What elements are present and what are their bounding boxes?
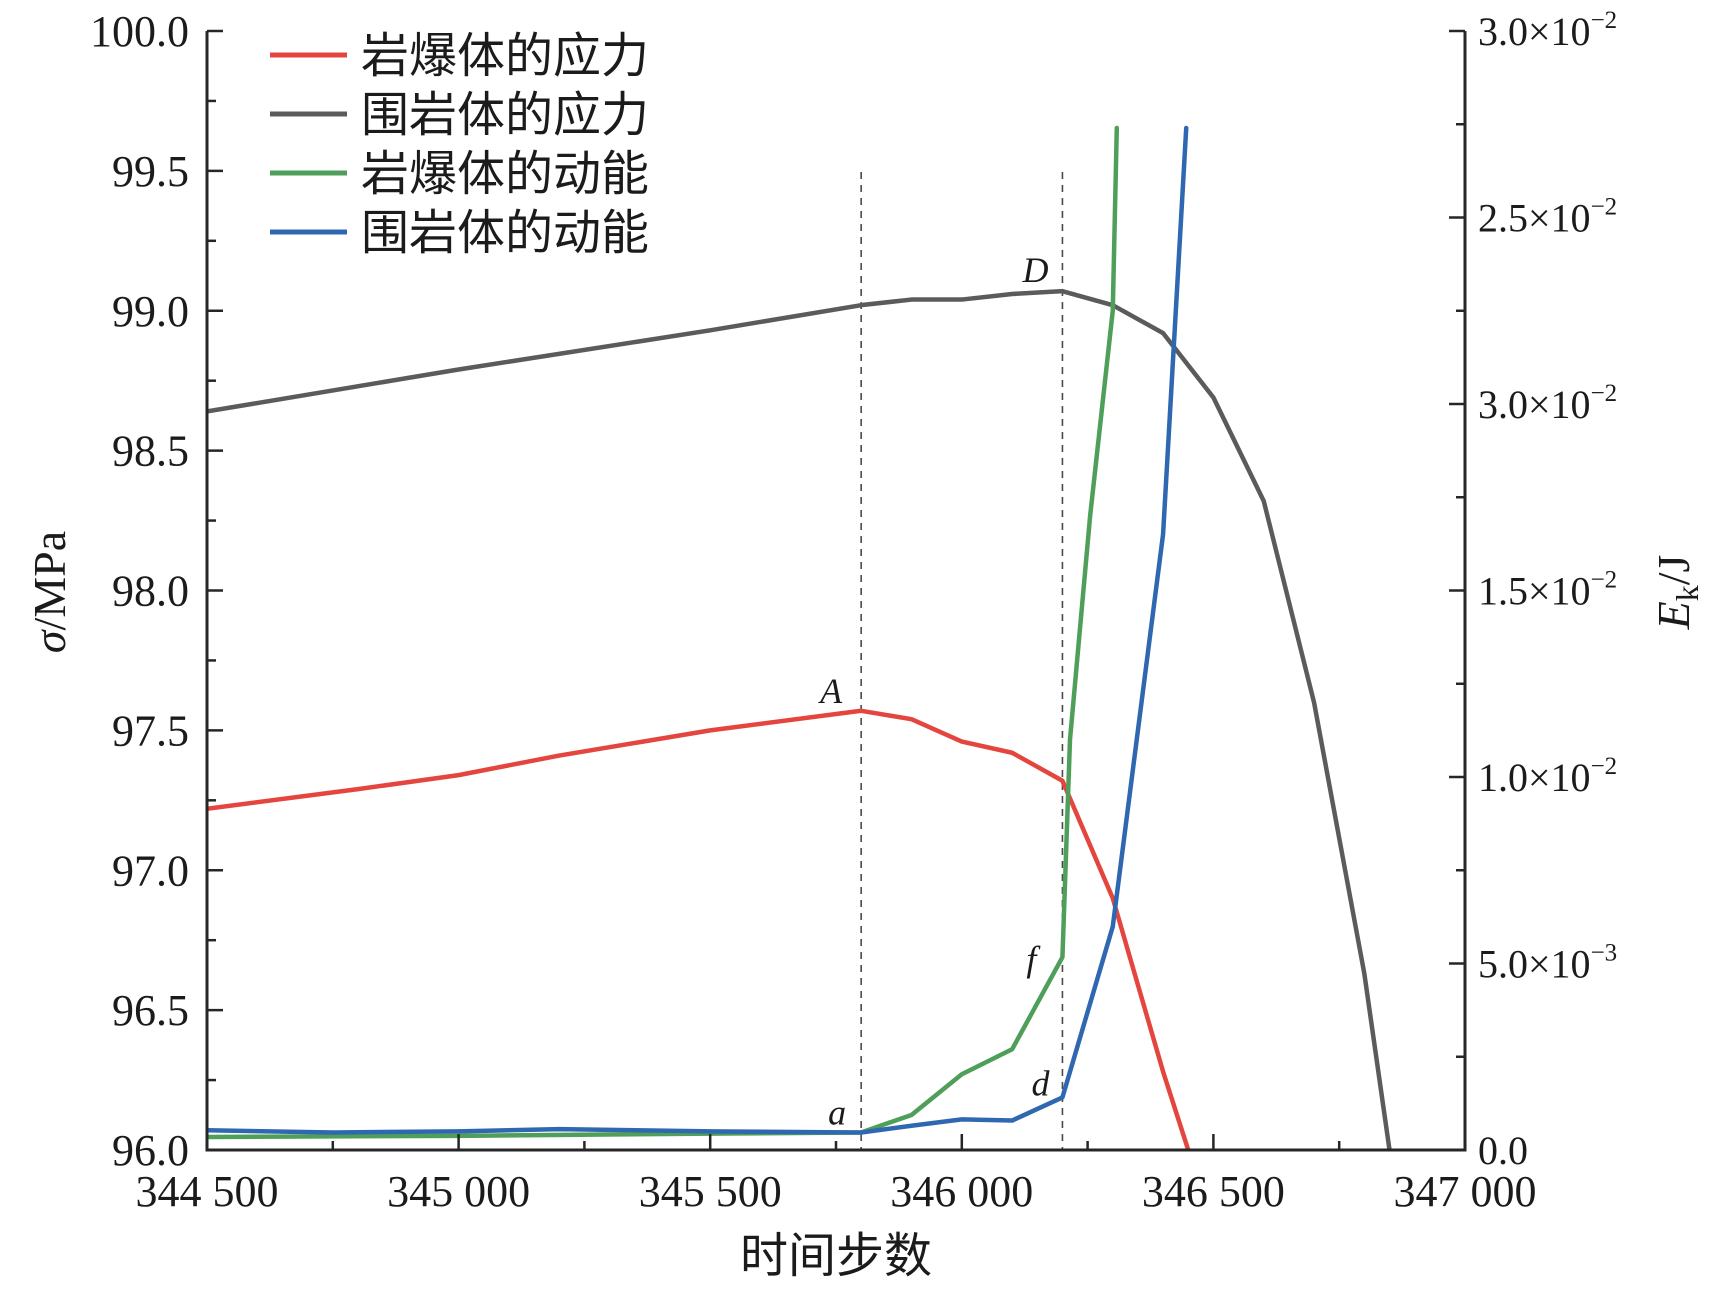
- y-right-tick-exponent: −2: [1591, 380, 1618, 407]
- x-tick-label: 345 500: [639, 1167, 782, 1216]
- y-right-tick-label: 1.5×10−2: [1478, 567, 1617, 614]
- y-axis-left-title: σ/MPa: [24, 531, 75, 653]
- rockburst-kinetic-energy-line: [207, 125, 1120, 1140]
- rockburst-stress-line: [207, 708, 1191, 1150]
- y-axis-right-ticks: 3.0×10−22.5×10−23.0×10−21.5×10−21.0×10−2…: [1449, 7, 1617, 1173]
- annotation-label: d: [1031, 1063, 1050, 1103]
- y-left-tick-label: 96.0: [112, 1126, 189, 1175]
- legend-item: 围岩体的应力: [270, 87, 649, 143]
- x-tick-label: 347 000: [1394, 1167, 1537, 1216]
- y-right-tick-exponent: −2: [1591, 194, 1618, 221]
- y-left-tick-label: 96.5: [112, 986, 189, 1035]
- y-right-tick-mantissa: 1.5×10: [1478, 569, 1591, 614]
- x-tick-label: 344 500: [136, 1167, 279, 1216]
- y-left-tick-label: 98.0: [112, 567, 189, 616]
- y-left-tick-label: 97.5: [112, 706, 189, 755]
- y-left-tick-label: 97.0: [112, 846, 189, 895]
- annotation-label: a: [828, 1092, 846, 1132]
- legend-item: 围岩体的动能: [270, 205, 649, 261]
- x-tick-label: 346 000: [890, 1167, 1033, 1216]
- reference-lines: [860, 172, 1064, 1150]
- y-left-tick-label: 99.0: [112, 287, 189, 336]
- legend-label: 围岩体的应力: [361, 87, 649, 143]
- y-right-tick-exponent: −3: [1591, 940, 1618, 967]
- y-right-tick-mantissa: 5.0×10: [1478, 942, 1591, 987]
- y-left-tick-label: 98.5: [112, 427, 189, 476]
- y-right-tick-label: 3.0×10−2: [1478, 7, 1617, 54]
- plot-series: [207, 125, 1392, 1150]
- y-axis-left-unit: /MPa: [24, 531, 75, 631]
- point-annotations: A Da d f: [818, 250, 1050, 1132]
- legend-label: 岩爆体的应力: [361, 28, 649, 84]
- annotation-label: A: [818, 671, 843, 711]
- y-right-tick-label: 0.0: [1478, 1128, 1528, 1173]
- y-axis-left-symbol: σ: [24, 628, 75, 653]
- y-axis-right-unit: /J: [1648, 555, 1699, 586]
- legend-label: 围岩体的动能: [361, 205, 649, 261]
- y-right-tick-label: 2.5×10−2: [1478, 194, 1617, 241]
- annotation-label: f: [1026, 939, 1041, 979]
- legend-label: 岩爆体的动能: [361, 146, 649, 202]
- y-right-tick-mantissa: 0.0: [1478, 1128, 1528, 1173]
- y-right-tick-label: 5.0×10−3: [1478, 940, 1617, 987]
- y-axis-left-ticks: 100.0 99.5 99.0 98.5 98.0 97.5 97.0 96.5 96.0: [90, 7, 223, 1175]
- annotation-label: D: [1021, 250, 1048, 290]
- x-axis-title: 时间步数: [740, 1228, 932, 1284]
- y-left-tick-label: 99.5: [112, 147, 189, 196]
- y-right-tick-mantissa: 1.0×10: [1478, 755, 1591, 800]
- x-tick-label: 346 500: [1142, 1167, 1285, 1216]
- y-axis-right-symbol: E: [1648, 601, 1699, 630]
- y-right-tick-label: 3.0×10−2: [1478, 380, 1617, 427]
- legend-item: 岩爆体的动能: [270, 146, 649, 202]
- x-axis-ticks: 344 500 345 000 345 500 346 000 346 500 347 0…: [136, 1134, 1537, 1216]
- y-axis-right-title: Ek/J: [1648, 555, 1705, 631]
- surrounding-rock-kinetic-energy-line: [207, 125, 1189, 1135]
- legend-item: 岩爆体的应力: [270, 28, 649, 84]
- y-right-tick-label: 1.0×10−2: [1478, 753, 1617, 800]
- y-left-tick-label: 100.0: [90, 7, 189, 56]
- y-right-tick-exponent: −2: [1591, 753, 1618, 780]
- surrounding-rock-stress-line: [207, 288, 1392, 1150]
- y-right-tick-mantissa: 3.0×10: [1478, 9, 1591, 54]
- y-axis-right-subscript: k: [1669, 585, 1705, 601]
- x-tick-label: 345 000: [387, 1167, 530, 1216]
- y-right-tick-exponent: −2: [1591, 567, 1618, 594]
- y-right-tick-mantissa: 3.0×10: [1478, 382, 1591, 427]
- y-right-tick-mantissa: 2.5×10: [1478, 196, 1591, 241]
- y-right-tick-exponent: −2: [1591, 7, 1618, 34]
